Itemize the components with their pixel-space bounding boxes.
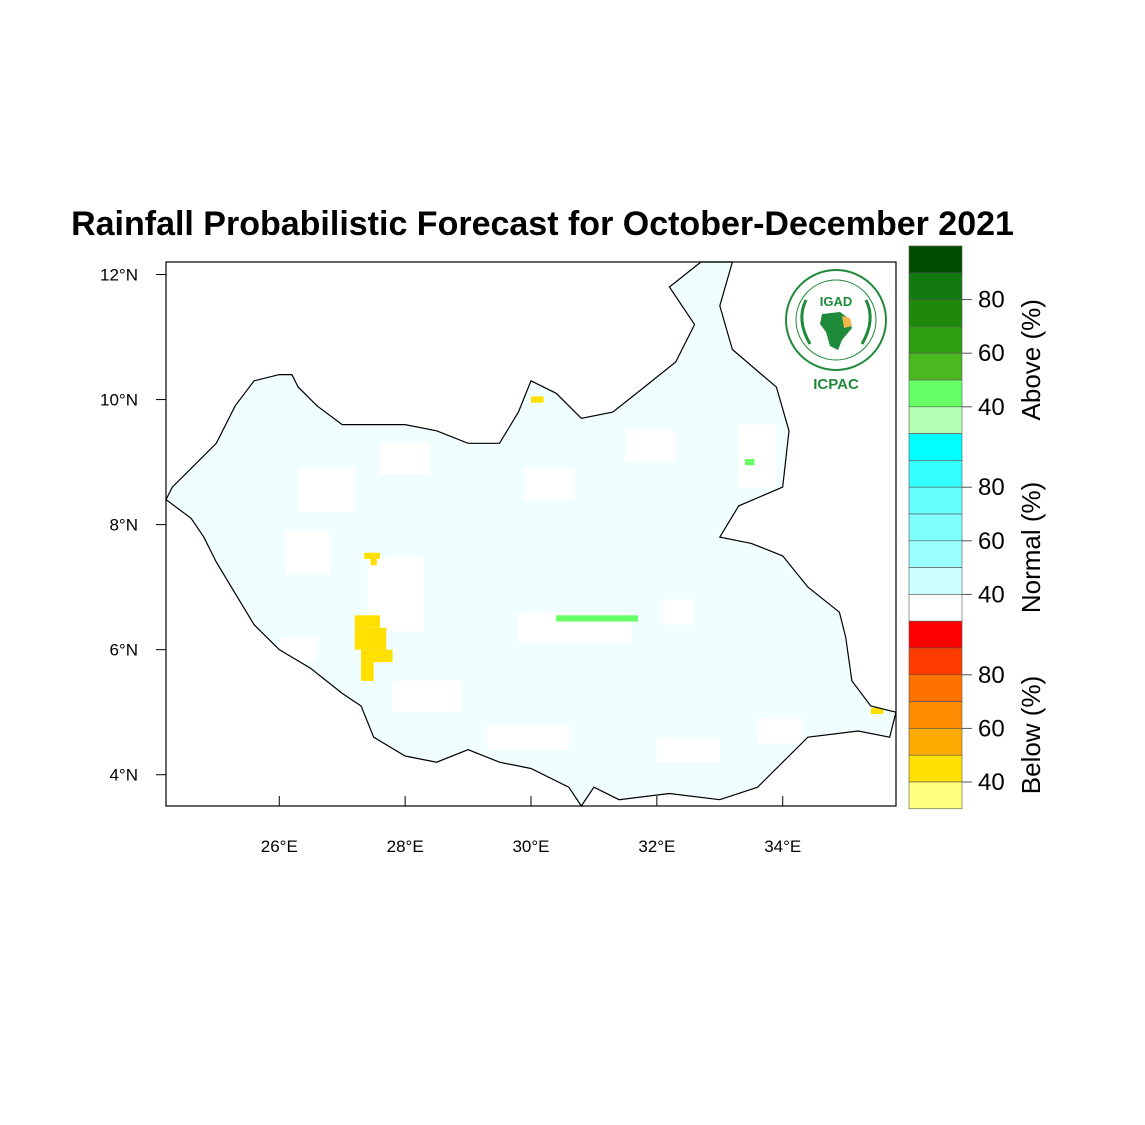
logo-inner-ring xyxy=(795,279,877,361)
laurel-left-icon xyxy=(800,299,812,345)
colorbar-normal-swatch xyxy=(908,460,963,488)
colorbar-below-label: 40 xyxy=(978,769,1005,796)
colorbar-normal-label: 60 xyxy=(978,528,1005,555)
laurel-right-icon xyxy=(860,299,872,345)
y-tick-label: 8°N xyxy=(109,516,138,535)
colorbar-below-label: 80 xyxy=(978,662,1005,689)
x-tick-label: 34°E xyxy=(764,837,801,856)
colorbar-normal-label: 80 xyxy=(978,474,1005,501)
colorbar-normal-swatch xyxy=(908,594,963,622)
colorbar-above-swatch xyxy=(908,379,963,408)
map-plot-area xyxy=(165,261,897,808)
normal-low-patch xyxy=(285,530,330,575)
colorbar-below-swatch xyxy=(908,701,963,729)
normal-low-patch xyxy=(279,637,318,663)
normal-low-patch xyxy=(298,468,355,513)
country-fill xyxy=(166,262,896,806)
colorbar-below-swatch xyxy=(908,728,963,756)
colorbar-above-label: 80 xyxy=(978,287,1005,314)
x-tick-label: 32°E xyxy=(638,837,675,856)
colorbar-above-swatch xyxy=(908,272,963,300)
below-normal-patch xyxy=(361,662,374,681)
colorbar-normal-swatch xyxy=(908,567,963,595)
y-tick-label: 12°N xyxy=(100,266,138,285)
below-normal-patch xyxy=(870,707,884,715)
normal-low-patch xyxy=(738,424,777,488)
below-normal-patch xyxy=(370,559,377,566)
normal-low-patch xyxy=(392,680,462,713)
x-tick-label: 28°E xyxy=(387,837,424,856)
colorbar-above-label: 60 xyxy=(978,340,1005,367)
above-normal-patch xyxy=(556,615,638,622)
logo-bottom-text: ICPAC xyxy=(813,376,859,393)
colorbar-normal-swatch xyxy=(908,540,963,568)
colorbar-above-title: Above (%) xyxy=(1016,299,1046,420)
above-normal-patch xyxy=(744,458,755,466)
map-axes: 26°E 28°E 30°E 32°E 34°E 4°N 6°N 8°N 10°N 12°N xyxy=(100,261,897,856)
y-tick-label: 4°N xyxy=(109,766,138,785)
colorbar-below-swatch xyxy=(908,674,963,702)
colorbar-above-swatch xyxy=(908,406,963,434)
colorbar-below-swatch xyxy=(908,781,963,810)
forecast-cells xyxy=(279,396,884,763)
below-normal-patch xyxy=(364,552,380,560)
x-tick-label: 26°E xyxy=(261,837,298,856)
colorbar-above-swatch xyxy=(908,326,963,354)
colorbar-below-swatch xyxy=(908,620,963,649)
colorbar-below-swatch xyxy=(908,754,963,783)
colorbar-below-label: 60 xyxy=(978,715,1005,742)
below-normal-patch xyxy=(354,627,387,650)
colorbar-normal-swatch xyxy=(908,513,963,542)
below-normal-patch xyxy=(531,396,544,403)
y-tick-label: 6°N xyxy=(109,641,138,660)
colorbar-normal-swatch xyxy=(908,433,963,461)
colorbar-above-swatch xyxy=(908,299,963,327)
colorbar-normal-swatch xyxy=(908,486,963,515)
chart-title: Rainfall Probabilistic Forecast for Octo… xyxy=(71,205,1014,243)
normal-low-patch xyxy=(524,468,576,500)
igad-icpac-logo: IGAD ICPAC xyxy=(785,269,887,393)
country-boundary xyxy=(165,261,897,808)
igad-region-icon xyxy=(842,316,852,328)
below-normal-patch xyxy=(354,615,380,628)
normal-low-patch xyxy=(625,430,676,463)
colorbar-above-swatch xyxy=(908,352,963,381)
colorbar-above-label: 40 xyxy=(978,394,1005,421)
colorbar-normal-label: 40 xyxy=(978,581,1005,608)
normal-low-patch xyxy=(757,718,802,744)
colorbar-below-title: Below (%) xyxy=(1016,676,1046,794)
normal-low-patch xyxy=(486,724,569,750)
below-normal-patch xyxy=(361,649,393,663)
colorbar-below-swatch xyxy=(908,647,963,676)
colorbar: 40 60 80 Above (%) 40 60 80 Normal (%) 40 60 80 Bel… xyxy=(908,245,1046,810)
colorbar-above-swatch xyxy=(908,245,963,274)
x-tick-label: 30°E xyxy=(512,837,549,856)
y-tick-label: 10°N xyxy=(100,391,138,410)
normal-low-patch xyxy=(663,599,695,625)
colorbar-normal-title: Normal (%) xyxy=(1016,482,1046,613)
logo-top-text: IGAD xyxy=(820,294,853,309)
normal-low-patch xyxy=(379,443,431,475)
normal-low-patch xyxy=(656,737,720,763)
